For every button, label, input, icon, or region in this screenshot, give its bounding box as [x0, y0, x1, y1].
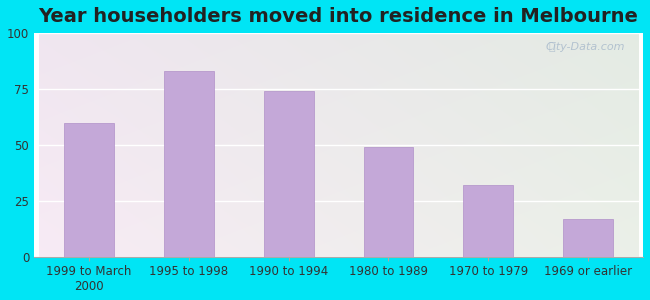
Bar [64, 122, 114, 257]
Bar [563, 219, 613, 257]
Text: ⦿: ⦿ [548, 42, 554, 52]
Bar [264, 91, 313, 257]
Bar [363, 147, 413, 257]
Bar [463, 185, 514, 257]
Bar [164, 71, 214, 257]
Title: Year householders moved into residence in Melbourne: Year householders moved into residence i… [38, 7, 638, 26]
Text: City-Data.com: City-Data.com [545, 42, 625, 52]
